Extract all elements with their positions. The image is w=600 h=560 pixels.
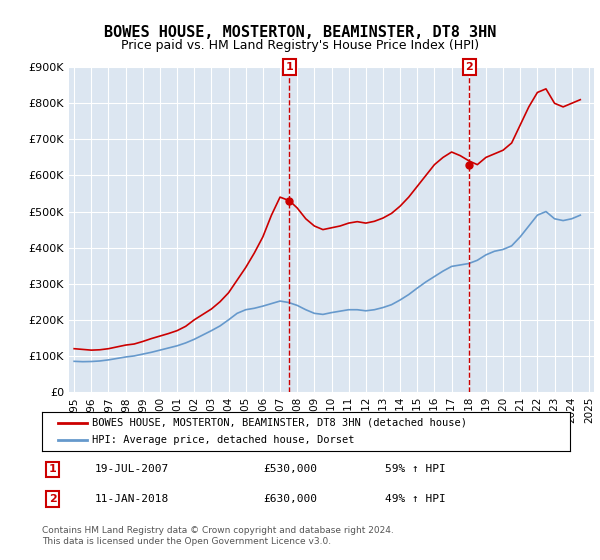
Text: 59% ↑ HPI: 59% ↑ HPI (385, 464, 446, 474)
Text: 2: 2 (49, 494, 56, 504)
Text: Price paid vs. HM Land Registry's House Price Index (HPI): Price paid vs. HM Land Registry's House … (121, 39, 479, 52)
Text: £530,000: £530,000 (264, 464, 318, 474)
Text: Contains HM Land Registry data © Crown copyright and database right 2024.
This d: Contains HM Land Registry data © Crown c… (42, 526, 394, 546)
Text: BOWES HOUSE, MOSTERTON, BEAMINSTER, DT8 3HN (detached house): BOWES HOUSE, MOSTERTON, BEAMINSTER, DT8 … (92, 418, 467, 428)
Text: £630,000: £630,000 (264, 494, 318, 504)
Text: 1: 1 (49, 464, 56, 474)
Text: BOWES HOUSE, MOSTERTON, BEAMINSTER, DT8 3HN: BOWES HOUSE, MOSTERTON, BEAMINSTER, DT8 … (104, 25, 496, 40)
Text: HPI: Average price, detached house, Dorset: HPI: Average price, detached house, Dors… (92, 435, 355, 445)
Text: 19-JUL-2007: 19-JUL-2007 (95, 464, 169, 474)
Text: 11-JAN-2018: 11-JAN-2018 (95, 494, 169, 504)
Text: 2: 2 (466, 62, 473, 72)
Text: 49% ↑ HPI: 49% ↑ HPI (385, 494, 446, 504)
Text: 1: 1 (286, 62, 293, 72)
